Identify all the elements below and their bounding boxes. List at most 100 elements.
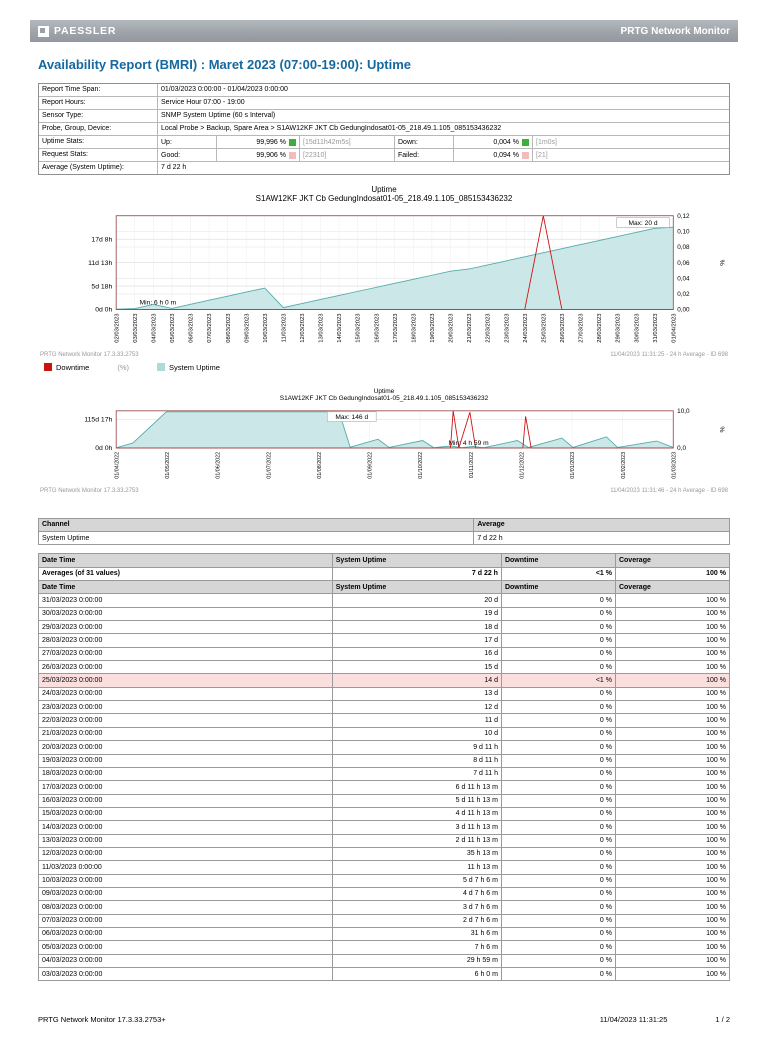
table-cell: 8 d 11 h (331, 753, 502, 768)
left-axis-tick-label: 115d 17h (84, 416, 112, 423)
x-axis-tick-label: 16/03/2023 (374, 313, 380, 342)
uptime-area (116, 227, 674, 310)
table-cell: 0 % (500, 660, 616, 675)
column-header: System Uptime (331, 580, 502, 595)
table-cell: 100 % (614, 926, 731, 942)
footer-version: PRTG Network Monitor 17.3.33.2753+ (38, 1015, 166, 1024)
table-cell: 100 % (614, 606, 731, 622)
x-axis-tick-label: 01/07/2022 (266, 451, 272, 478)
legend-swatch (157, 363, 166, 372)
table-cell: 0 % (500, 926, 616, 942)
table-cell: 0 % (500, 753, 616, 768)
info-row-value: 7 d 22 h (161, 164, 187, 171)
table-cell: 100 % (614, 900, 731, 915)
x-axis-tick-label: 01/12/2022 (520, 451, 526, 478)
table-cell: 10/03/2023 0:00:00 (38, 873, 333, 888)
info-row: Average (System Uptime): 7 d 22 h (39, 162, 729, 174)
x-axis-tick-label: 31/03/2023 (653, 313, 659, 342)
table-cell: 11 d (331, 713, 502, 728)
x-axis-tick-label: 20/03/2023 (449, 313, 455, 342)
right-axis-tick-label: 0,06 (677, 260, 690, 267)
x-axis-tick-label: 17/03/2023 (393, 313, 399, 342)
table-cell: 13/03/2023 0:00:00 (38, 833, 333, 848)
column-header: System Uptime (331, 553, 502, 568)
table-cell: 100 % (614, 806, 731, 822)
info-row: Uptime Stats: Up: 99,996 % [15d11h42m5s] Dow… (39, 136, 729, 149)
table-cell: 18/03/2023 0:00:00 (38, 766, 333, 782)
table-cell: 17/03/2023 0:00:00 (38, 780, 333, 795)
stats-text: [15d11h42m5s] (303, 138, 351, 146)
stats-segments: Up: 99,996 % [15d11h42m5s] Down: 0,004 % [1m0… (158, 136, 729, 148)
table-cell: 100 % (614, 873, 731, 888)
averages-cell: 7 d 22 h (331, 566, 502, 582)
stats-text: [22310] (303, 151, 327, 159)
stats-swatch (289, 138, 296, 146)
daily-uptime-chart-block: Uptime S1AW12KF JKT Cb GedungIndosat01-0… (38, 185, 730, 372)
table-cell: 0 % (500, 806, 616, 822)
stats-text: Good: (161, 151, 181, 159)
x-axis-tick-label: 11/03/2023 (281, 313, 287, 342)
x-axis-tick-label: 04/03/2023 (151, 313, 157, 342)
table-cell: 0 % (500, 713, 616, 728)
stats-text: 0,004 % (493, 138, 519, 146)
footer-page-number: 1 / 2 (715, 1015, 730, 1024)
table-cell: 28/03/2023 0:00:00 (38, 633, 333, 648)
channel-header-row: Channel Average (37, 517, 730, 533)
x-axis-tick-label: 01/04/2022 (114, 451, 120, 478)
table-cell: 100 % (614, 633, 731, 648)
table-cell: 08/03/2023 0:00:00 (38, 900, 333, 915)
chart-footer-timestamp: 11/04/2023 11:31:25 - 24 h Average - ID … (610, 351, 728, 358)
table-cell: 0 % (500, 860, 616, 875)
column-header: Date Time (38, 580, 333, 595)
product-name: PRTG Network Monitor (620, 25, 730, 37)
info-row-label: Request Stats: (39, 149, 158, 161)
stats-segment: 99,996 % (217, 136, 300, 148)
table-cell: 07/03/2023 0:00:00 (38, 913, 333, 928)
max-annotation-box (327, 411, 377, 422)
column-header: Downtime (500, 580, 616, 595)
table-cell: 0 % (500, 793, 616, 808)
channel-average-table: Channel Average System Uptime 7 d 22 h (37, 517, 730, 546)
table-cell: 100 % (614, 780, 731, 795)
stats-segments: Good: 99,906 % [22310] Failed: 0,094 % [21] (158, 149, 729, 161)
right-axis-tick-label: 10,0 (677, 408, 690, 415)
table-cell: 0 % (500, 740, 616, 755)
downtime-line (116, 410, 674, 449)
right-axis-tick-label: 0,04 (677, 275, 690, 282)
uptime-line (116, 226, 674, 310)
table-cell: 3 d 7 h 6 m (331, 900, 502, 915)
footer-datetime: 11/04/2023 11:31:25 (599, 1015, 668, 1024)
table-cell: 100 % (614, 766, 731, 782)
table-cell: 100 % (614, 846, 731, 862)
table-cell: 22/03/2023 0:00:00 (38, 713, 333, 728)
table-cell: 0 % (500, 873, 616, 888)
x-axis-tick-label: 01/11/2022 (469, 451, 475, 477)
right-axis-tick-label: 0,10 (677, 229, 690, 236)
table-cell: 0 % (500, 846, 616, 862)
stats-segment: [1m0s] (533, 136, 729, 148)
averages-cell: <1 % (500, 566, 616, 582)
x-axis-tick-label: 01/04/2023 (671, 313, 677, 342)
x-axis-tick-label: 01/01/2023 (570, 451, 576, 478)
legend-label: System Uptime (169, 362, 220, 372)
table-cell: 0 % (500, 833, 616, 848)
table-cell: 14 d (331, 673, 502, 688)
table-cell: 0 % (500, 620, 616, 635)
legend-label: Downtime (56, 362, 90, 372)
table-cell: 31 h 6 m (331, 926, 502, 942)
table-cell: 0 % (500, 940, 616, 955)
x-axis-tick-label: 13/03/2023 (319, 313, 325, 342)
report-page: Availability Report (BMRI) : Maret 2023 … (37, 57, 731, 982)
info-row-label: Probe, Group, Device: (39, 123, 158, 135)
left-axis-tick-label: 17d 8h (91, 236, 112, 243)
table-cell: 17 d (331, 633, 502, 648)
column-header: Channel (37, 517, 475, 533)
left-axis-tick-label: 0d 0h (95, 307, 112, 314)
